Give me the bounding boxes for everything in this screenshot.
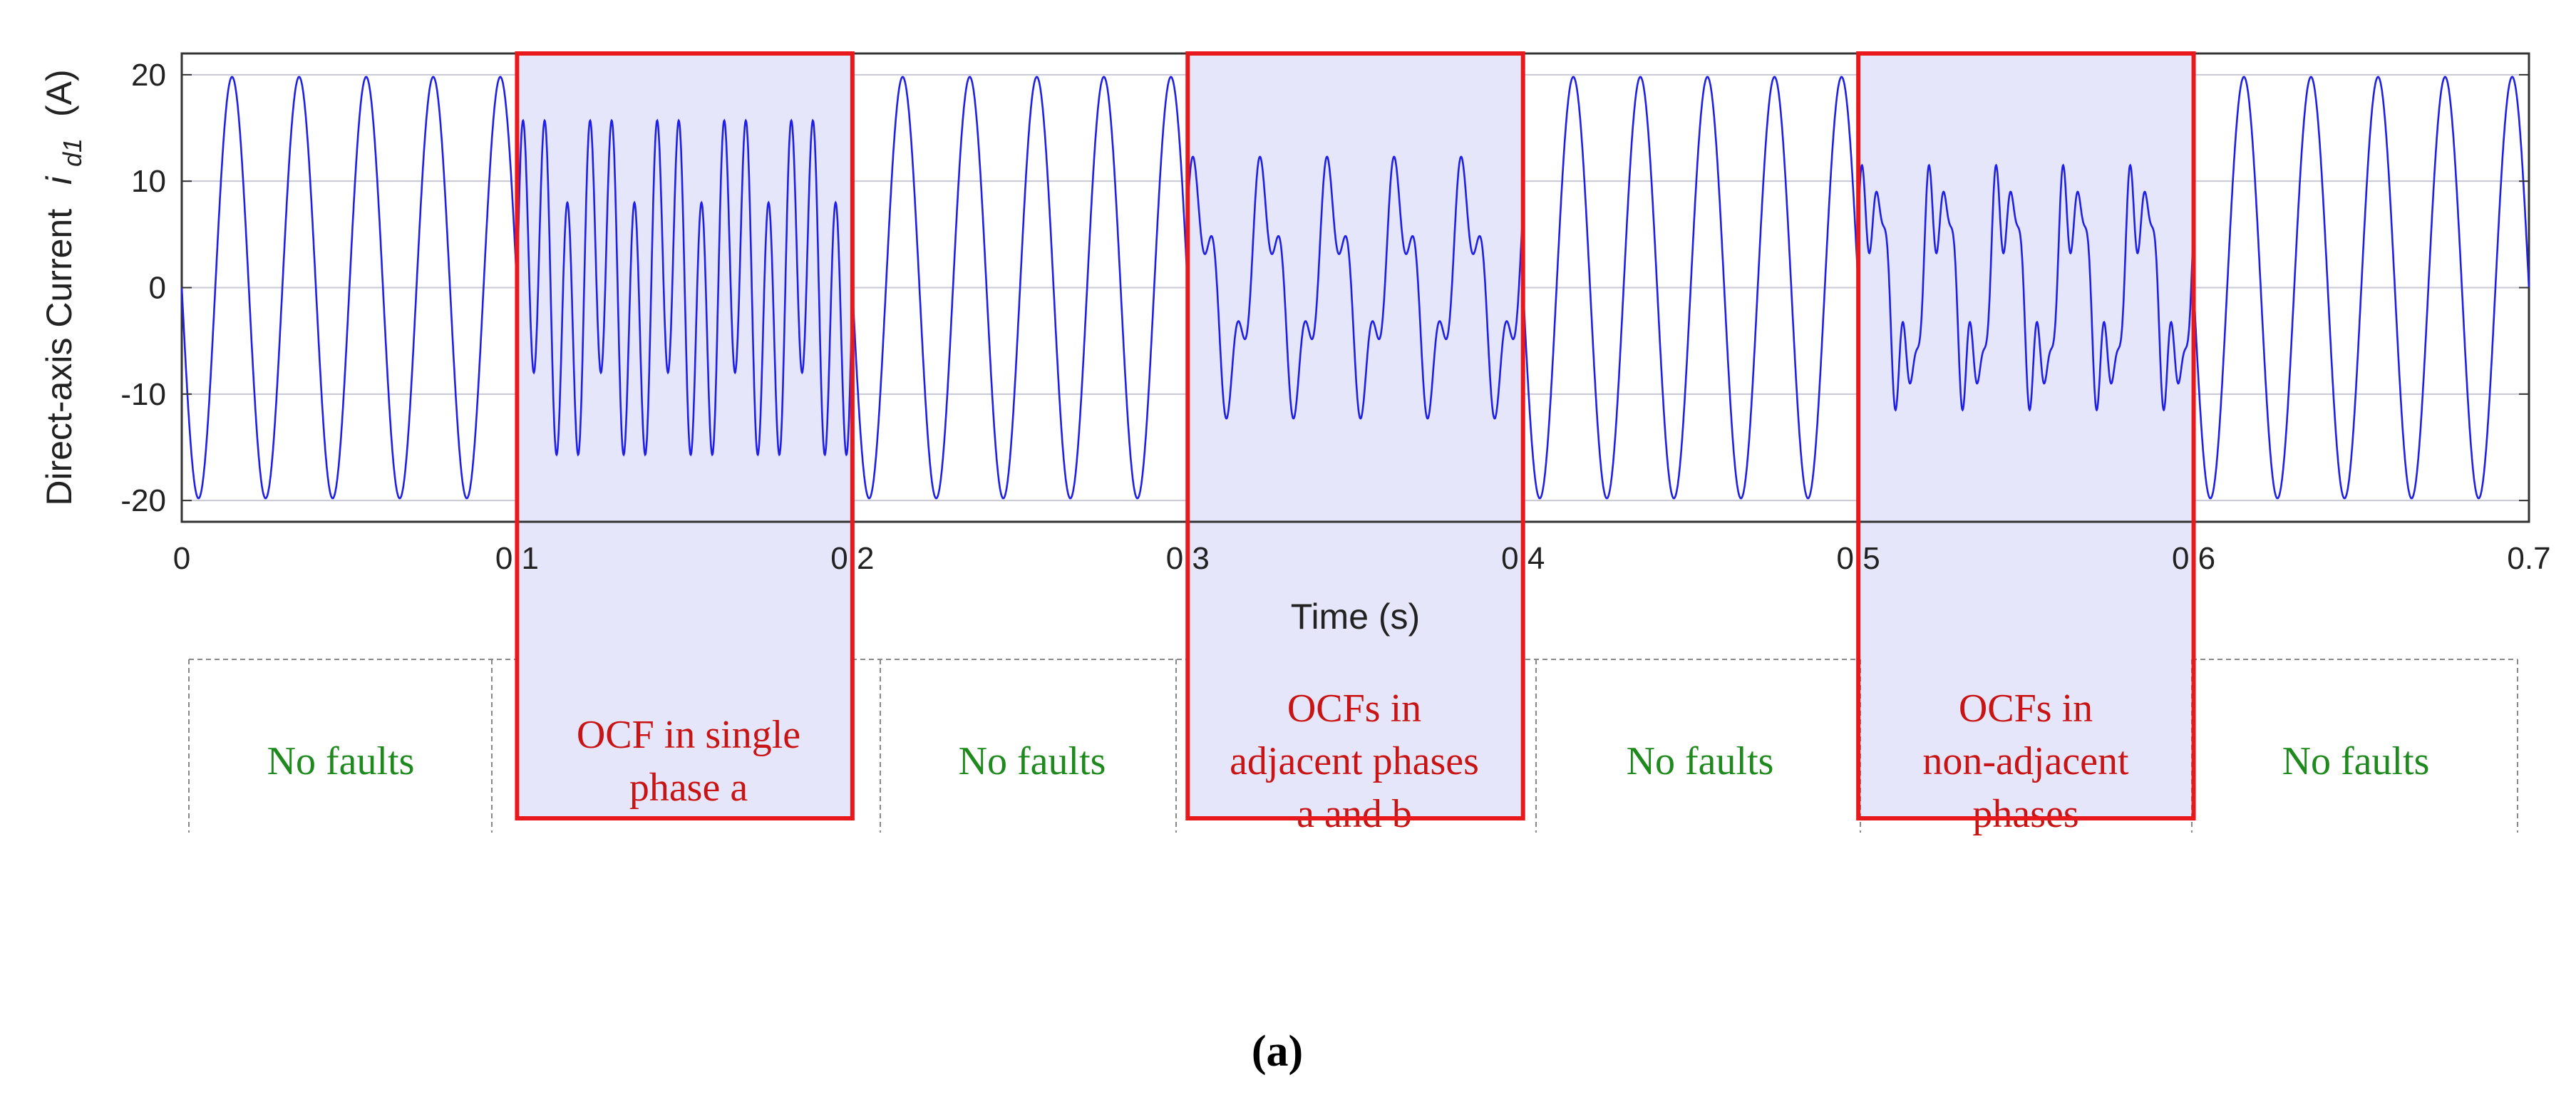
y-axis-label-unit: (A)	[39, 69, 79, 117]
annotation-line: phases	[1972, 792, 2078, 836]
annotation-line: non-adjacent	[1922, 739, 2129, 783]
annotation-label: No faults	[1627, 739, 1774, 783]
annotation-line: No faults	[2282, 739, 2430, 783]
y-tick-label: 10	[131, 164, 166, 199]
x-axis-label: Time (s)	[1291, 597, 1420, 637]
annotation-label: No faults	[959, 739, 1106, 783]
figure-caption: (a)	[1252, 1027, 1303, 1076]
y-axis-label-subscript: d1	[58, 138, 87, 167]
annotation-line: OCFs in	[1959, 686, 2093, 731]
y-axis-label-symbol: i	[39, 175, 79, 185]
annotation-label: OCF in single phase a	[577, 713, 800, 810]
fault-region-box	[515, 51, 855, 820]
fault-region-fill	[1187, 53, 1523, 818]
fault-region-fills	[517, 53, 2194, 818]
fault-region-boxes	[515, 51, 2196, 820]
fault-region-box	[1185, 51, 1525, 820]
fault-region-fill	[517, 53, 852, 818]
annotation-line: phase a	[629, 766, 748, 810]
annotation-label: OCFs in adjacent phases a and b	[1230, 686, 1479, 836]
x-tick-label: 0.7	[2507, 541, 2550, 576]
fault-region-box	[1856, 51, 2196, 820]
series-line	[180, 76, 2530, 500]
y-tick-label: -20	[120, 483, 166, 518]
y-axis-label-prefix: Direct-axis Current	[39, 209, 79, 506]
annotation-line: OCFs in	[1287, 686, 1421, 731]
annotation-line: adjacent phases	[1230, 739, 1479, 783]
y-tick-label: -10	[120, 377, 166, 412]
annotation-line: OCF in single	[577, 713, 800, 757]
annotation-line: No faults	[1627, 739, 1774, 783]
y-tick-label: 0	[149, 271, 166, 306]
x-tick-label: 0	[173, 541, 190, 576]
y-tick-label: 20	[131, 58, 166, 93]
annotation-label: No faults	[2282, 739, 2430, 783]
annotation-line: No faults	[959, 739, 1106, 783]
annotation-table: No faults OCF in single phase a No faults OC…	[188, 659, 2518, 836]
fault-region-fill	[1858, 53, 2194, 818]
y-axis-label: Direct-axis Current i d1 (A)	[39, 69, 89, 505]
annotation-label: No faults	[267, 739, 415, 783]
annotation-line: a and b	[1297, 792, 1412, 836]
signal-line-group	[180, 76, 2530, 500]
annotation-label: OCFs in non-adjacent phases	[1922, 686, 2129, 836]
annotation-line: No faults	[267, 739, 415, 783]
